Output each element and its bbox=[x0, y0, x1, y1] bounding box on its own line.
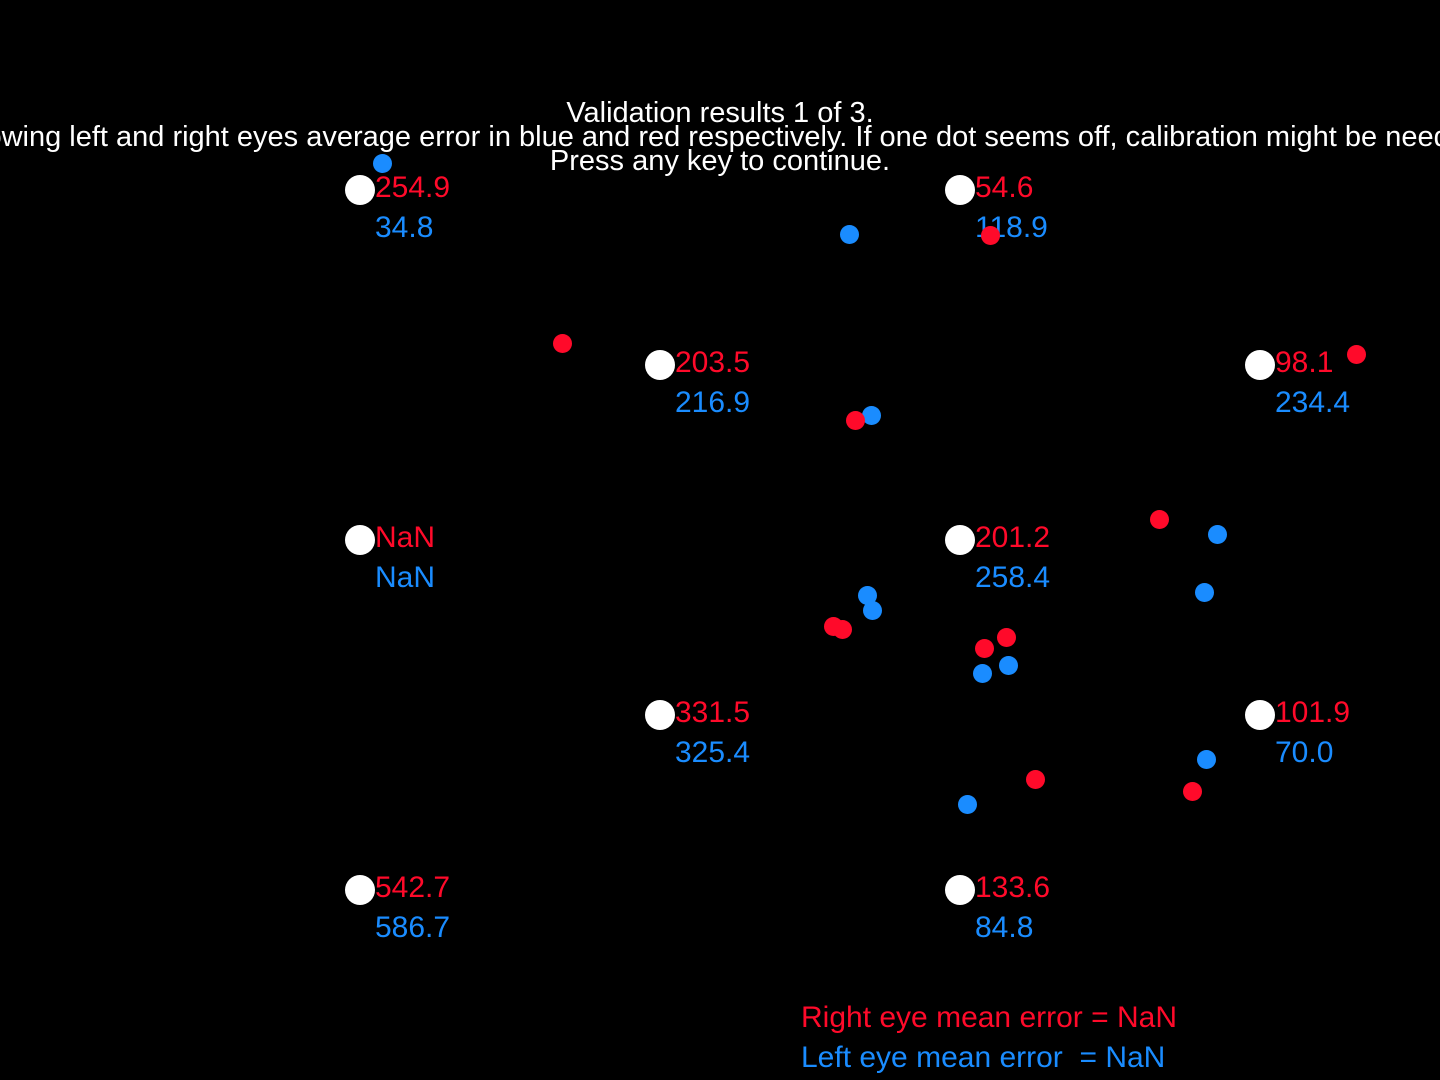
target-point bbox=[945, 175, 975, 205]
right-eye-error-label: 54.6 bbox=[975, 171, 1034, 204]
target-point bbox=[1245, 700, 1275, 730]
right-eye-gaze-dot bbox=[553, 334, 572, 353]
left-eye-error-label: 586.7 bbox=[375, 911, 451, 944]
target-point bbox=[645, 350, 675, 380]
right-eye-error-label: NaN bbox=[375, 521, 436, 554]
continue-prompt: Press any key to continue. bbox=[549, 145, 891, 177]
left-eye-error-label: NaN bbox=[375, 561, 436, 594]
right-eye-gaze-dot bbox=[975, 639, 994, 658]
left-eye-gaze-dot bbox=[862, 406, 881, 425]
target-point bbox=[945, 875, 975, 905]
right-eye-gaze-dot bbox=[1347, 345, 1366, 364]
right-eye-gaze-dot bbox=[1183, 782, 1202, 801]
right-eye-gaze-dot bbox=[846, 411, 865, 430]
left-eye-gaze-dot bbox=[858, 586, 877, 605]
target-point bbox=[345, 175, 375, 205]
right-eye-gaze-dot bbox=[1026, 770, 1045, 789]
left-eye-mean-error: Left eye mean error = NaN bbox=[801, 1041, 1166, 1074]
right-eye-error-label: 203.5 bbox=[675, 346, 751, 379]
left-eye-error-label: 325.4 bbox=[675, 736, 751, 769]
right-eye-gaze-dot bbox=[1150, 510, 1169, 529]
right-eye-gaze-dot bbox=[833, 620, 852, 639]
left-eye-gaze-dot bbox=[1208, 525, 1227, 544]
left-eye-error-label: 216.9 bbox=[675, 386, 751, 419]
left-eye-gaze-dot bbox=[973, 664, 992, 683]
target-point bbox=[945, 525, 975, 555]
left-eye-gaze-dot bbox=[373, 154, 392, 173]
right-eye-gaze-dot bbox=[981, 226, 1000, 245]
right-eye-error-label: 331.5 bbox=[675, 696, 751, 729]
target-point bbox=[645, 700, 675, 730]
target-point bbox=[345, 525, 375, 555]
left-eye-gaze-dot bbox=[958, 795, 977, 814]
right-eye-error-label: 133.6 bbox=[975, 871, 1051, 904]
right-eye-mean-error: Right eye mean error = NaN bbox=[801, 1001, 1177, 1034]
validation-title: Validation results 1 of 3. bbox=[566, 97, 874, 129]
left-eye-gaze-dot bbox=[863, 601, 882, 620]
right-eye-error-label: 98.1 bbox=[1275, 346, 1334, 379]
left-eye-error-label: 84.8 bbox=[975, 911, 1034, 944]
left-eye-gaze-dot bbox=[840, 225, 859, 244]
right-eye-error-label: 101.9 bbox=[1275, 696, 1351, 729]
left-eye-error-label: 258.4 bbox=[975, 561, 1051, 594]
right-eye-error-label: 542.7 bbox=[375, 871, 451, 904]
target-point bbox=[1245, 350, 1275, 380]
validation-instructions: Showing left and right eyes average erro… bbox=[0, 121, 1440, 153]
target-point bbox=[345, 875, 375, 905]
right-eye-error-label: 201.2 bbox=[975, 521, 1051, 554]
left-eye-gaze-dot bbox=[999, 656, 1018, 675]
left-eye-error-label: 70.0 bbox=[1275, 736, 1334, 769]
left-eye-gaze-dot bbox=[1195, 583, 1214, 602]
left-eye-gaze-dot bbox=[1197, 750, 1216, 769]
right-eye-error-label: 254.9 bbox=[375, 171, 451, 204]
left-eye-error-label: 234.4 bbox=[1275, 386, 1351, 419]
right-eye-gaze-dot bbox=[997, 628, 1016, 647]
left-eye-error-label: 34.8 bbox=[375, 211, 434, 244]
